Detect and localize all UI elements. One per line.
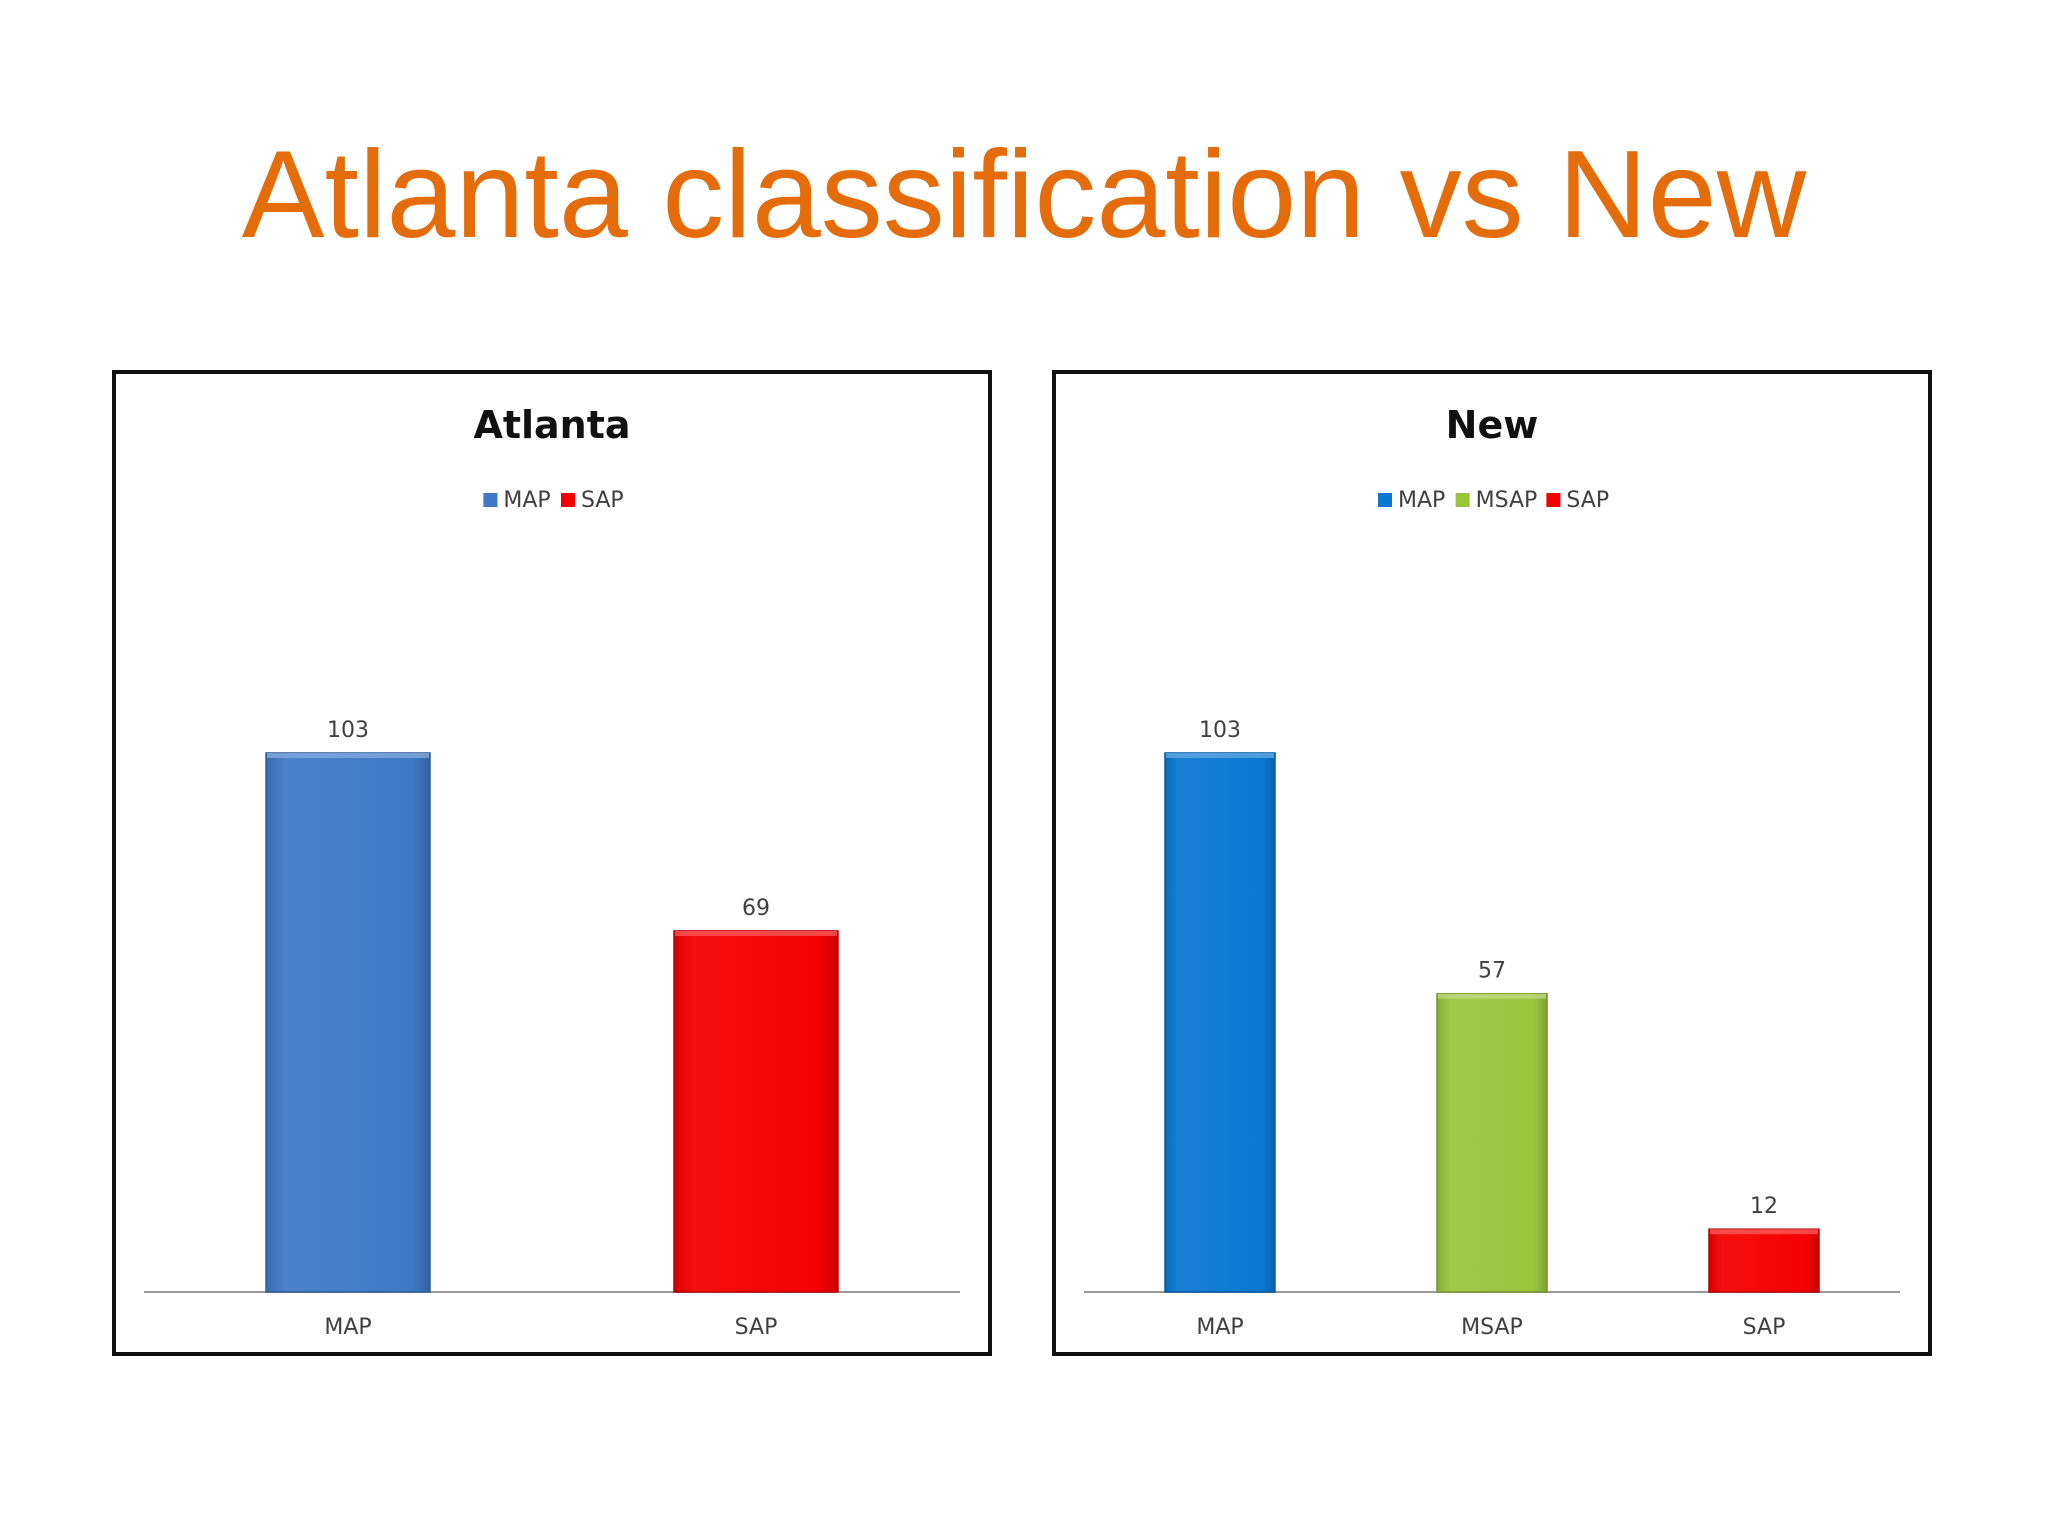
legend-swatch-map <box>1378 493 1392 507</box>
slide-title: Atlanta classification vs New <box>241 126 1807 264</box>
bar-map-highlight <box>1166 752 1274 758</box>
chart-title: New <box>1446 403 1539 447</box>
data-label-sap: 12 <box>1750 1194 1778 1219</box>
legend-label-msap: MSAP <box>1476 488 1538 513</box>
legend-swatch-sap <box>1546 493 1561 507</box>
legend-label-map: MAP <box>503 488 550 513</box>
legend-label-sap: SAP <box>581 488 624 513</box>
legend-label-map: MAP <box>1398 488 1445 513</box>
bar-msap-highlight <box>1438 993 1546 999</box>
tick-label-map: MAP <box>1196 1315 1243 1340</box>
bar-sap-highlight <box>1710 1229 1818 1235</box>
bar-map <box>265 752 431 1293</box>
chart-atlanta: Atlanta MAP SAP 103 MAP 69 SAP <box>112 370 992 1356</box>
bar-map-highlight <box>267 752 429 758</box>
chart-atlanta-svg: Atlanta MAP SAP 103 MAP 69 SAP <box>144 403 960 1340</box>
bar-sap <box>673 930 839 1293</box>
bar-msap <box>1436 992 1548 1293</box>
legend-label-sap: SAP <box>1566 488 1609 513</box>
data-label-map: 103 <box>1199 718 1241 743</box>
chart-title: Atlanta <box>473 403 630 447</box>
tick-label-sap: SAP <box>735 1315 778 1340</box>
tick-label-sap: SAP <box>1743 1315 1786 1340</box>
legend-swatch-map <box>483 493 498 507</box>
chart-legend: MAP SAP <box>483 488 624 513</box>
bar-sap-highlight <box>675 930 837 936</box>
legend-swatch-sap <box>561 493 575 507</box>
bar-map <box>1164 752 1276 1293</box>
tick-label-msap: MSAP <box>1461 1315 1523 1340</box>
bar-sap <box>1708 1228 1820 1293</box>
chart-legend: MAP MSAP SAP <box>1378 488 1609 513</box>
data-label-sap: 69 <box>742 896 770 921</box>
chart-new: New MAP MSAP SAP 103 MAP 57 MSAP 12 SAP <box>1052 370 1932 1356</box>
legend-swatch-msap <box>1455 493 1470 507</box>
chart-new-svg: New MAP MSAP SAP 103 MAP 57 MSAP 12 SAP <box>1084 403 1900 1340</box>
tick-label-map: MAP <box>324 1315 371 1340</box>
data-label-map: 103 <box>327 718 369 743</box>
data-label-msap: 57 <box>1478 959 1506 984</box>
